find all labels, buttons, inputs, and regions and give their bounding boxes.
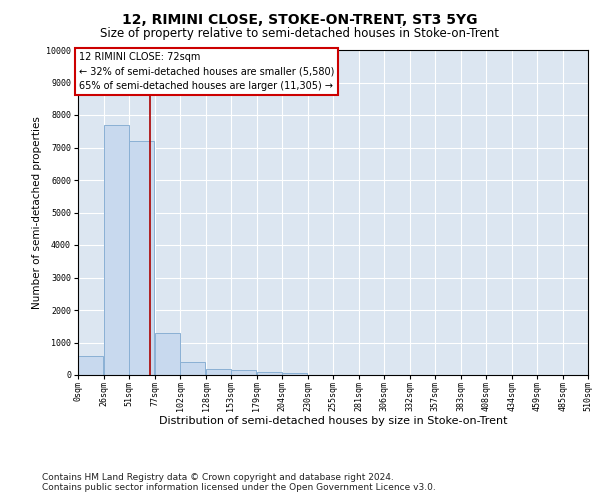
Text: 12 RIMINI CLOSE: 72sqm
← 32% of semi-detached houses are smaller (5,580)
65% of : 12 RIMINI CLOSE: 72sqm ← 32% of semi-det… bbox=[79, 52, 334, 91]
Bar bbox=[155, 333, 180, 375]
Bar bbox=[231, 370, 256, 375]
Text: Size of property relative to semi-detached houses in Stoke-on-Trent: Size of property relative to semi-detach… bbox=[101, 28, 499, 40]
Bar bbox=[206, 368, 231, 375]
Bar bbox=[180, 362, 205, 375]
Bar bbox=[282, 374, 307, 375]
Text: Contains HM Land Registry data © Crown copyright and database right 2024.
Contai: Contains HM Land Registry data © Crown c… bbox=[42, 473, 436, 492]
Bar bbox=[78, 356, 103, 375]
Bar bbox=[257, 372, 282, 375]
X-axis label: Distribution of semi-detached houses by size in Stoke-on-Trent: Distribution of semi-detached houses by … bbox=[159, 416, 507, 426]
Bar bbox=[129, 141, 154, 375]
Text: 12, RIMINI CLOSE, STOKE-ON-TRENT, ST3 5YG: 12, RIMINI CLOSE, STOKE-ON-TRENT, ST3 5Y… bbox=[122, 12, 478, 26]
Bar bbox=[104, 124, 129, 375]
Y-axis label: Number of semi-detached properties: Number of semi-detached properties bbox=[32, 116, 42, 309]
